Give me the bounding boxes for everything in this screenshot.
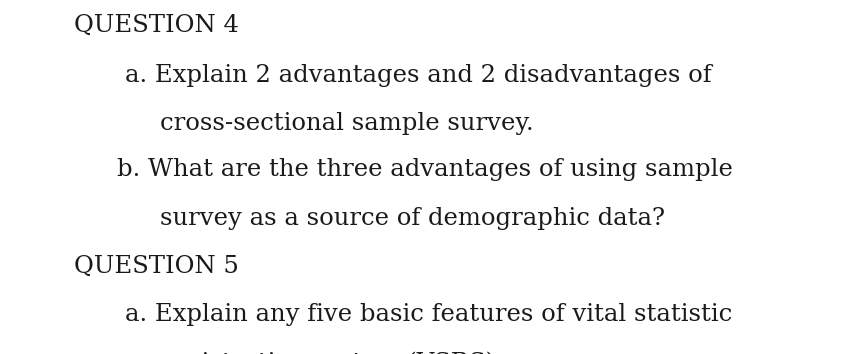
Text: b. What are the three advantages of using sample: b. What are the three advantages of usin… (117, 158, 733, 181)
Text: a. Explain any five basic features of vital statistic: a. Explain any five basic features of vi… (125, 303, 733, 326)
Text: survey as a source of demographic data?: survey as a source of demographic data? (160, 207, 665, 230)
Text: a. Explain 2 advantages and 2 disadvantages of: a. Explain 2 advantages and 2 disadvanta… (125, 64, 712, 87)
Text: cross-sectional sample survey.: cross-sectional sample survey. (160, 112, 534, 135)
Text: QUESTION 4: QUESTION 4 (74, 14, 239, 37)
Text: QUESTION 5: QUESTION 5 (74, 255, 239, 278)
Text: registration system (VSRS).: registration system (VSRS). (160, 351, 503, 354)
